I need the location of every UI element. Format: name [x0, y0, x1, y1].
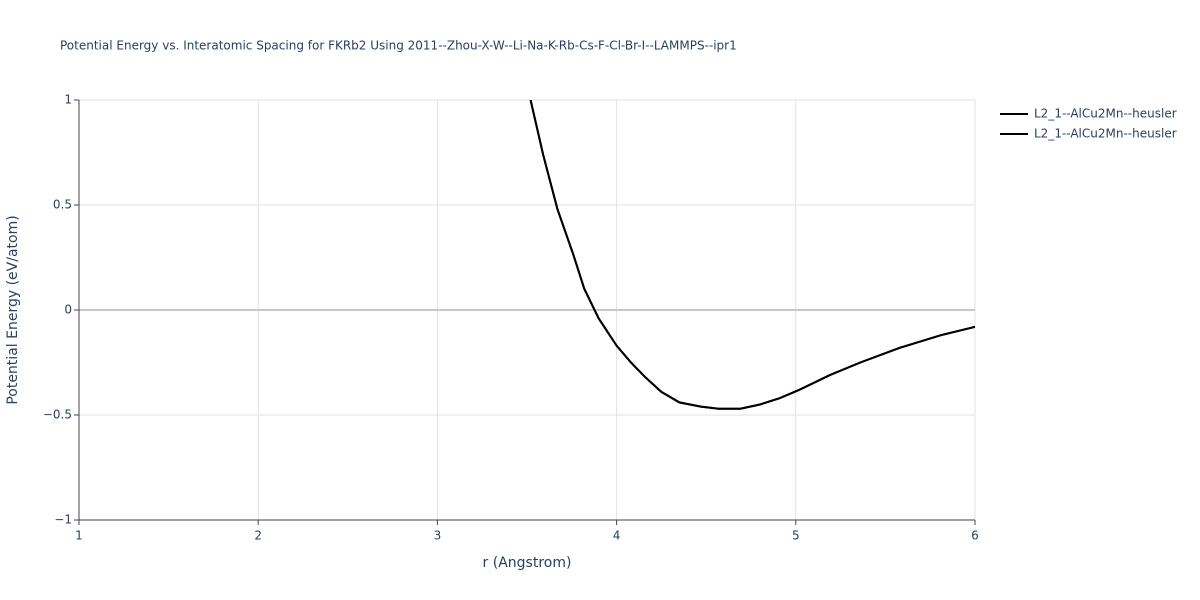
- y-tick-label: 0.5: [53, 198, 72, 212]
- y-axis-label: Potential Energy (eV/atom): [5, 215, 21, 404]
- x-tick-label: 5: [792, 529, 800, 543]
- x-axis-label: r (Angstrom): [483, 555, 572, 571]
- x-tick-label: 6: [971, 529, 979, 543]
- plot-area: [529, 100, 975, 410]
- x-tick-label: 4: [613, 529, 621, 543]
- series-line: [529, 100, 975, 410]
- legend-label: L2_1--AlCu2Mn--heusler: [1034, 107, 1177, 121]
- x-tick-label: 2: [254, 529, 262, 543]
- y-tick-label: −1: [54, 513, 72, 527]
- grid-layer: 1 2 3 4 5 6 −1 −0.5 0 0.5 1: [43, 93, 979, 543]
- series-line: [529, 100, 975, 410]
- y-tick-label: 0: [64, 303, 72, 317]
- x-tick-label: 1: [75, 529, 83, 543]
- x-tick-label: 3: [434, 529, 442, 543]
- y-tick-label: 1: [64, 93, 72, 107]
- legend: L2_1--AlCu2Mn--heusler L2_1--AlCu2Mn--heu…: [1000, 107, 1177, 141]
- chart-title: Potential Energy vs. Interatomic Spacing…: [60, 39, 737, 53]
- y-tick-label: −0.5: [43, 408, 72, 422]
- legend-label: L2_1--AlCu2Mn--heusler: [1034, 127, 1177, 141]
